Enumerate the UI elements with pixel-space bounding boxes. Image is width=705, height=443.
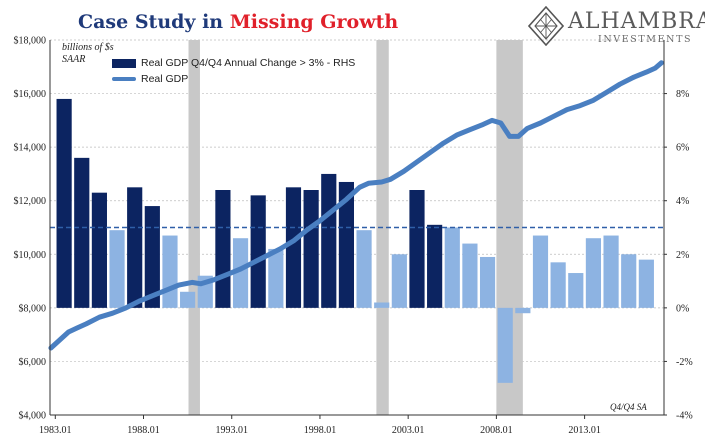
logo-name: ALHAMBRA: [568, 9, 705, 34]
legend-label-line: Real GDP: [141, 73, 189, 85]
growth-bar: [321, 173, 337, 308]
units-label-line2: SAAR: [62, 54, 86, 65]
legend-swatch-bars: [112, 58, 136, 68]
growth-bar: [56, 98, 72, 308]
units-label-line1: billions of $s: [62, 42, 114, 53]
plot-frame: [49, 40, 665, 416]
growth-bar: [127, 187, 143, 308]
units-label: billions of $s SAAR: [62, 42, 114, 66]
alhambra-logo: ALHAMBRA INVESTMENTS: [528, 6, 705, 48]
growth-bar: [427, 224, 443, 308]
y-left-tick-label: $14,000: [14, 143, 47, 154]
growth-bar: [585, 238, 602, 308]
y-right-tick-label: 8%: [676, 89, 689, 100]
x-tick-label: 1998.01: [304, 425, 337, 436]
growth-bar: [74, 157, 90, 308]
legend-item-bars: Real GDP Q4/Q4 Annual Change > 3% - RHS: [112, 55, 355, 71]
y-right-tick-label: -2%: [676, 357, 693, 368]
growth-bar: [250, 195, 266, 308]
growth-bar: [232, 238, 249, 308]
y-left-tick-label: $10,000: [14, 250, 47, 261]
legend-label-bars: Real GDP Q4/Q4 Annual Change > 3% - RHS: [141, 57, 356, 69]
growth-bar: [374, 302, 390, 308]
growth-bar: [356, 230, 372, 308]
growth-bar: [268, 248, 284, 308]
growth-bar: [603, 235, 619, 308]
growth-bar: [91, 192, 107, 308]
growth-bars: [56, 98, 654, 383]
growth-bar: [391, 254, 407, 308]
y-left-tick-label: $12,000: [14, 196, 47, 207]
x-tick-label: 1993.01: [215, 425, 248, 436]
growth-bar: [638, 259, 654, 308]
growth-bar: [109, 230, 125, 308]
x-tick-label: 2013.01: [568, 425, 601, 436]
growth-bar: [621, 254, 637, 308]
diamond-logo-icon: [528, 6, 564, 46]
real-gdp-line-group: [48, 60, 664, 351]
y-axis-left: $4,000 $6,000 $8,000 $10,000 $12,000 $14,000 $…: [14, 36, 47, 422]
chart-title: Case Study in Missing Growth: [78, 11, 398, 33]
legend: Real GDP Q4/Q4 Annual Change > 3% - RHS …: [112, 55, 355, 87]
basis-note: Q4/Q4 SA: [610, 402, 647, 412]
growth-bar: [338, 181, 355, 308]
y-left-tick-label: $4,000: [19, 411, 47, 422]
growth-bar: [409, 190, 425, 308]
y-right-tick-label: -4%: [676, 411, 693, 422]
x-tick-label: 1988.01: [127, 425, 160, 436]
legend-item-line: Real GDP: [112, 71, 355, 87]
chart-title-prefix: Case Study in: [78, 11, 230, 33]
growth-bar: [303, 190, 319, 308]
logo-subtitle: INVESTMENTS: [598, 34, 693, 45]
chart-title-highlight: Missing Growth: [229, 11, 399, 33]
growth-bar: [515, 307, 531, 314]
y-right-tick-label: 2%: [676, 250, 689, 261]
x-tick-label: 2008.01: [480, 425, 513, 436]
real-gdp-line: [48, 60, 664, 351]
y-left-tick-label: $6,000: [19, 357, 47, 368]
growth-bar: [568, 273, 584, 308]
growth-bar: [479, 256, 496, 308]
y-axis-right: -4% -2% 0% 2% 4% 6% 8%: [664, 89, 693, 422]
legend-swatch-line: [112, 77, 136, 81]
growth-bar: [462, 243, 478, 308]
x-axis: 1983.01 1988.01 1993.01 1998.01 2003.01 2008.…: [39, 415, 601, 436]
y-right-tick-label: 0%: [676, 303, 689, 314]
growth-bar: [215, 190, 231, 308]
x-tick-label: 2003.01: [392, 425, 425, 436]
y-left-tick-label: $16,000: [14, 89, 47, 100]
growth-bar: [444, 227, 460, 308]
y-right-tick-label: 4%: [676, 196, 689, 207]
growth-bar: [144, 206, 160, 308]
x-tick-label: 1983.01: [39, 425, 72, 436]
growth-bar: [497, 307, 513, 383]
y-left-tick-label: $8,000: [19, 303, 47, 314]
growth-bar: [180, 291, 196, 308]
growth-bar: [532, 235, 549, 308]
growth-bar: [550, 262, 566, 308]
growth-bar: [162, 235, 178, 308]
growth-bar: [285, 187, 302, 308]
y-right-tick-label: 6%: [676, 143, 689, 154]
y-left-tick-label: $18,000: [14, 36, 47, 47]
